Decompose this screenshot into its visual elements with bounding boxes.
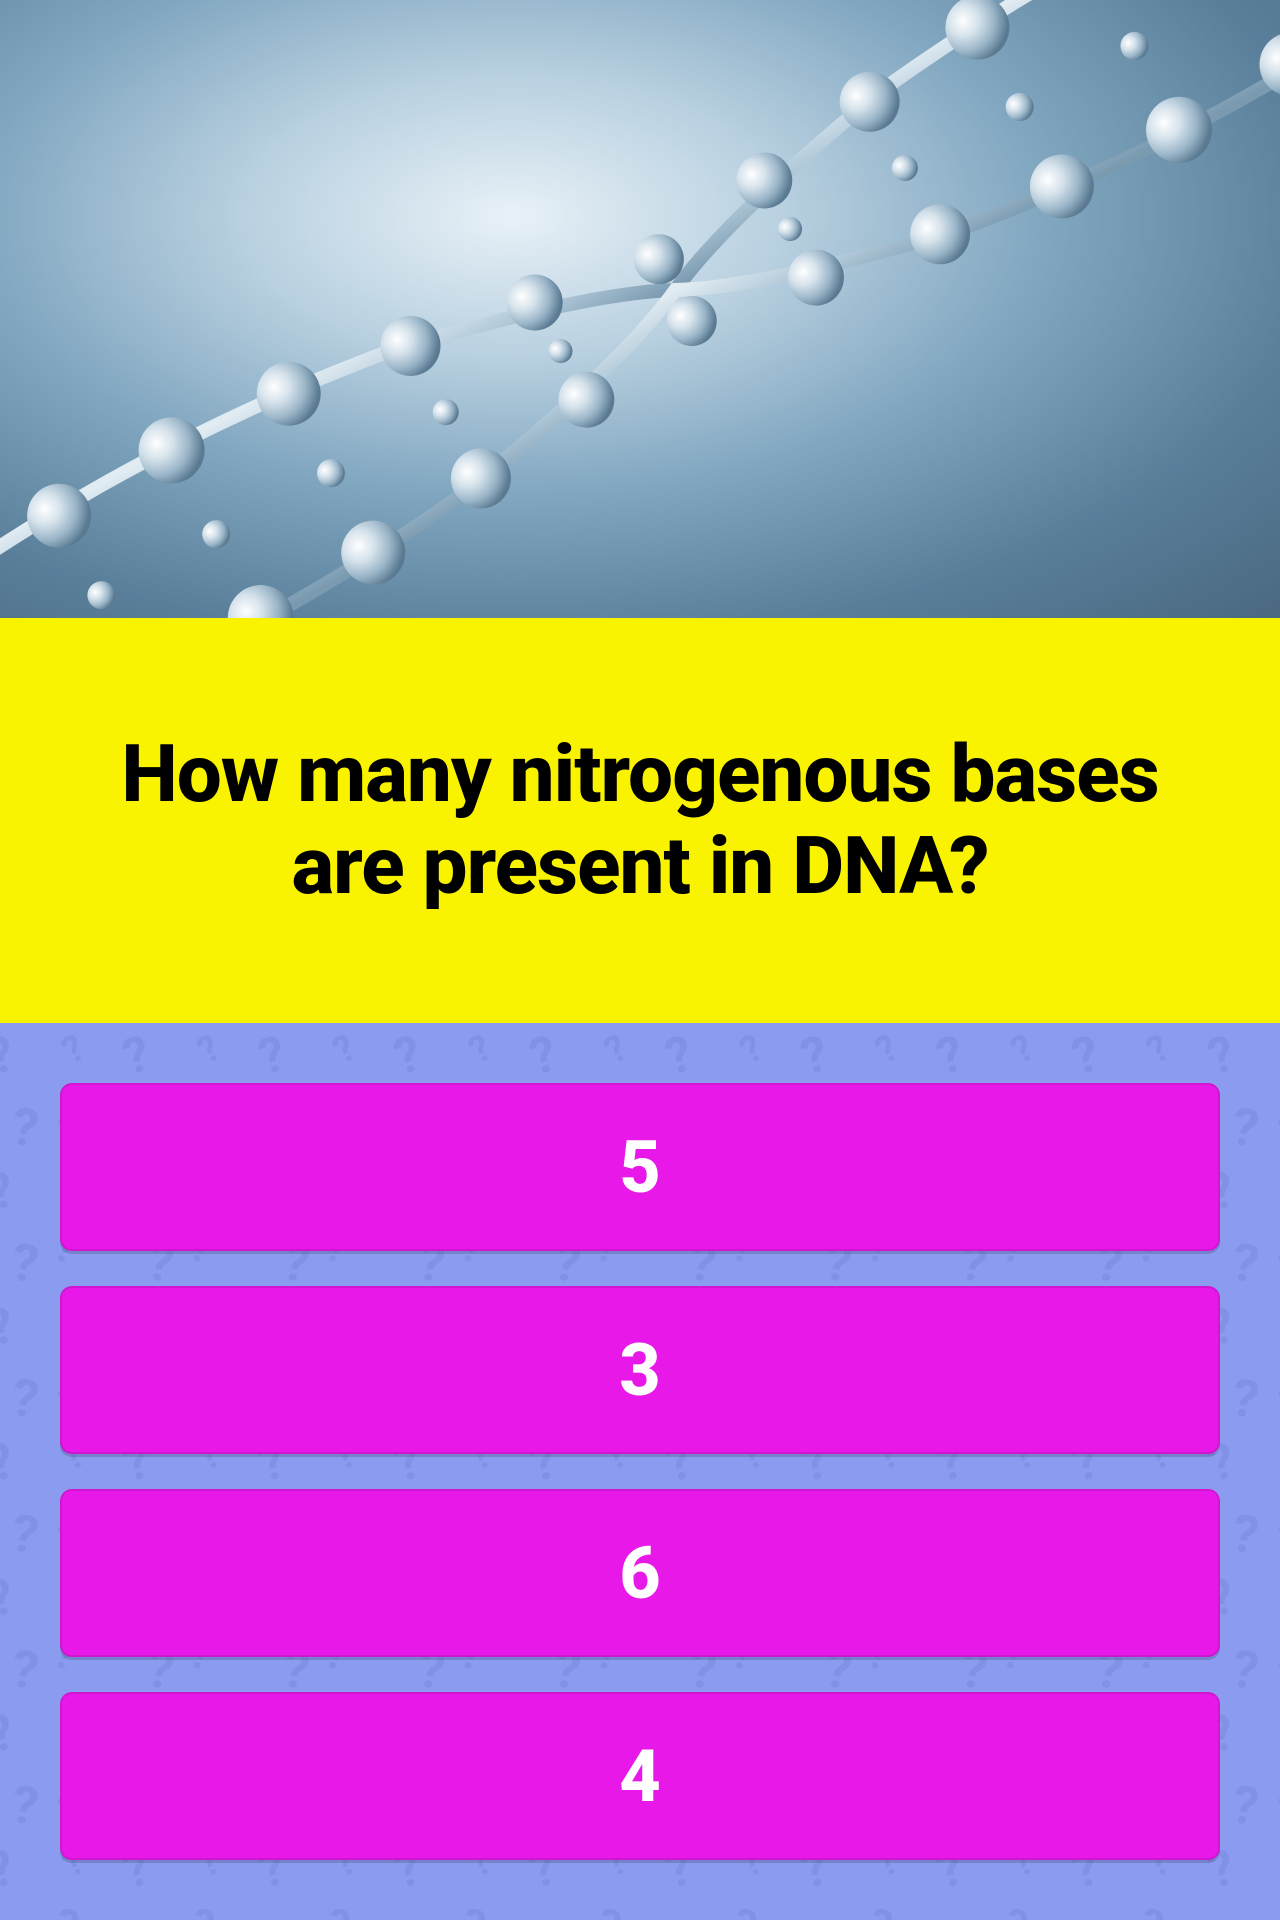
answer-option-2[interactable]: 3 (60, 1286, 1220, 1454)
question-text: How many nitrogenous bases are present i… (90, 728, 1190, 912)
answer-label: 4 (619, 1734, 661, 1819)
answers-section: ? ? ? ? 5 3 6 4 (0, 1023, 1280, 1920)
answer-label: 6 (619, 1531, 661, 1616)
hero-image (0, 0, 1280, 618)
answer-option-1[interactable]: 5 (60, 1083, 1220, 1251)
answer-label: 5 (619, 1125, 661, 1210)
answer-option-3[interactable]: 6 (60, 1489, 1220, 1657)
answer-option-4[interactable]: 4 (60, 1692, 1220, 1860)
question-section: How many nitrogenous bases are present i… (0, 618, 1280, 1023)
answer-label: 3 (619, 1328, 661, 1413)
dna-helix-icon (0, 0, 1280, 618)
